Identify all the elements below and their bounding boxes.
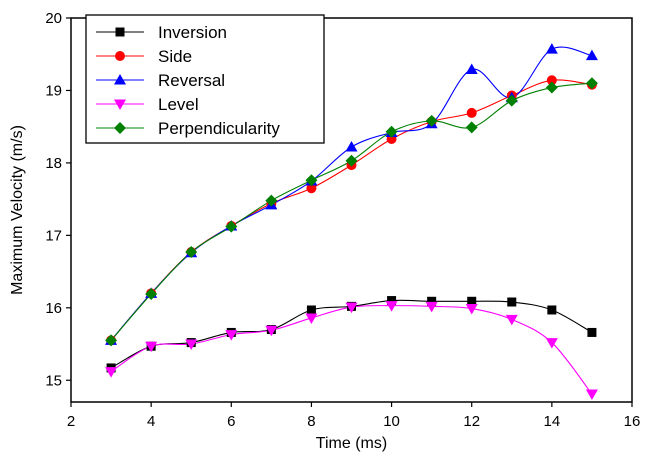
data-point-perpendicularity (145, 288, 158, 301)
y-tick-label: 15 (45, 372, 62, 389)
series-markers (105, 43, 598, 401)
data-point-level (185, 339, 198, 351)
data-point-reversal (465, 63, 478, 74)
x-tick-label: 2 (67, 413, 75, 430)
legend-label-reversal: Reversal (158, 71, 225, 90)
data-point-inversion (507, 297, 517, 307)
x-tick-label: 16 (624, 413, 641, 430)
data-point-level (265, 325, 278, 337)
legend-box (85, 14, 325, 144)
legend-marker-inversion (115, 27, 125, 37)
data-point-inversion (547, 305, 557, 315)
legend-marker-level (114, 99, 126, 110)
data-point-level (425, 301, 438, 313)
legend: Inversion Side Reversal Level Perpendiculari… (85, 14, 325, 144)
x-tick-label: 10 (383, 413, 400, 430)
legend-marker-reversal (114, 74, 126, 85)
x-tick-label: 8 (307, 413, 315, 430)
data-point-level (545, 338, 558, 349)
data-point-level (305, 313, 318, 324)
y-tick-label: 19 (45, 82, 62, 99)
data-point-inversion (467, 296, 477, 306)
data-point-perpendicularity (585, 77, 598, 90)
legend-marker-side (115, 51, 125, 61)
data-point-perpendicularity (385, 125, 398, 138)
data-point-level (505, 314, 518, 326)
y-tick-label: 18 (45, 155, 62, 172)
data-point-perpendicularity (345, 154, 358, 167)
axis-ticks: 2 4 6 8 10 12 14 16 15 16 17 18 19 20 (45, 10, 640, 430)
legend-label-side: Side (158, 47, 192, 66)
legend-label-inversion: Inversion (158, 23, 227, 42)
data-point-inversion (587, 327, 597, 337)
data-point-side (306, 183, 317, 194)
data-point-level (145, 341, 158, 353)
data-point-perpendicularity (305, 174, 318, 187)
data-point-level (585, 389, 598, 401)
data-point-level (105, 367, 118, 378)
data-point-reversal (345, 140, 358, 152)
series-line-level (110, 305, 593, 395)
data-point-perpendicularity (425, 114, 438, 127)
legend-label-perpendicularity: Perpendicularity (158, 119, 280, 138)
data-point-perpendicularity (545, 81, 558, 94)
plot-frame (70, 17, 633, 403)
y-tick-label: 16 (45, 300, 62, 317)
data-point-perpendicularity (225, 220, 238, 233)
data-point-level (465, 304, 478, 315)
legend-label-level: Level (158, 95, 199, 114)
data-point-perpendicularity (185, 246, 198, 259)
data-point-perpendicularity (505, 94, 518, 107)
x-tick-label: 14 (544, 413, 561, 430)
y-tick-label: 17 (45, 227, 62, 244)
data-point-inversion (387, 296, 397, 306)
x-tick-label: 6 (227, 413, 235, 430)
x-axis-title: Time (ms) (316, 435, 387, 452)
data-point-level (385, 301, 398, 312)
data-point-reversal (585, 49, 598, 61)
y-axis-title: Maximum Velocity (m/s) (9, 125, 26, 295)
data-point-reversal (545, 43, 558, 54)
data-point-level (345, 302, 358, 314)
data-point-inversion (306, 305, 316, 315)
y-tick-label: 20 (45, 10, 62, 27)
data-point-side (466, 107, 477, 118)
x-tick-label: 4 (147, 413, 155, 430)
data-point-perpendicularity (465, 121, 478, 134)
data-point-perpendicularity (105, 334, 118, 347)
data-point-side (546, 75, 557, 86)
legend-marker-perpendicularity (114, 122, 126, 134)
data-point-inversion (427, 296, 437, 306)
x-tick-label: 12 (463, 413, 480, 430)
data-point-perpendicularity (265, 194, 278, 207)
data-point-level (225, 330, 238, 341)
